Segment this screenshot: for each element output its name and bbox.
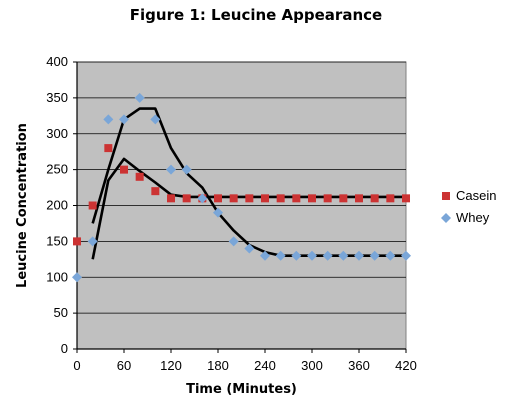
y-tick-label: 100 (46, 269, 68, 284)
casein-point (308, 194, 316, 203)
casein-point (339, 194, 348, 203)
casein-point (276, 194, 285, 203)
casein-point (73, 237, 81, 246)
whey-point (354, 250, 364, 261)
whey-point (197, 193, 208, 204)
whey-point (134, 92, 145, 103)
x-tick-label: 180 (207, 358, 229, 373)
data-points (72, 92, 411, 283)
casein-point (135, 172, 144, 181)
casein-point (120, 165, 128, 174)
y-tick-label: 350 (46, 90, 68, 105)
casein-point (167, 194, 175, 203)
whey-point (385, 250, 396, 261)
legend-marker-casein (442, 192, 450, 200)
whey-point (369, 250, 380, 261)
casein-point (88, 201, 97, 210)
whey-point (72, 272, 82, 283)
casein-point (402, 194, 410, 203)
casein-point (229, 194, 238, 203)
casein-point (386, 194, 395, 203)
y-tick-label: 300 (46, 126, 68, 141)
y-tick-label: 250 (46, 162, 68, 177)
whey-point (166, 164, 176, 175)
x-tick-label: 420 (395, 358, 417, 373)
casein-point (292, 194, 301, 203)
whey-point (181, 164, 192, 175)
casein-point (261, 194, 269, 203)
whey-point (322, 250, 333, 261)
x-tick-label: 120 (160, 358, 182, 373)
y-tick-label: 50 (54, 305, 68, 320)
whey-point (275, 250, 286, 261)
legend-label-casein: Casein (456, 188, 496, 203)
whey-point (338, 250, 349, 261)
casein-point (370, 194, 379, 203)
y-tick-label: 0 (61, 341, 68, 356)
whey-point (307, 250, 317, 261)
y-axis-label: Leucine Concentration (15, 123, 30, 288)
legend: Casein Whey (441, 188, 496, 225)
legend-label-whey: Whey (456, 210, 490, 225)
casein-point (245, 194, 254, 203)
x-tick-label: 60 (117, 358, 131, 373)
whey-point (244, 243, 255, 254)
axes (73, 61, 407, 353)
casein-point (323, 194, 332, 203)
whey-point (401, 250, 411, 261)
whey-point (87, 236, 98, 247)
x-tick-label: 0 (73, 358, 80, 373)
x-tick-label: 360 (348, 358, 370, 373)
whey-point (213, 207, 223, 218)
y-tick-label: 150 (46, 233, 68, 248)
casein-point (214, 194, 222, 203)
casein-point (104, 144, 113, 153)
x-tick-label: 240 (254, 358, 276, 373)
y-tick-label: 400 (46, 54, 68, 69)
chart-title: Figure 1: Leucine Appearance (130, 6, 382, 24)
whey-point (103, 114, 114, 125)
whey-point (228, 236, 239, 247)
casein-point (182, 194, 191, 203)
whey-point (291, 250, 302, 261)
x-axis-label: Time (Minutes) (186, 382, 297, 397)
y-tick-label: 200 (46, 198, 68, 213)
casein-point (151, 187, 160, 196)
x-tick-label: 300 (301, 358, 323, 373)
whey-point (150, 114, 161, 125)
tick-labels: 0 50 100 150 200 250 300 350 400 0 60 120 180 240 300 3… (46, 54, 417, 373)
legend-marker-whey (441, 213, 451, 223)
whey-point (260, 250, 270, 261)
whey-point (119, 114, 129, 125)
casein-point (355, 194, 363, 203)
